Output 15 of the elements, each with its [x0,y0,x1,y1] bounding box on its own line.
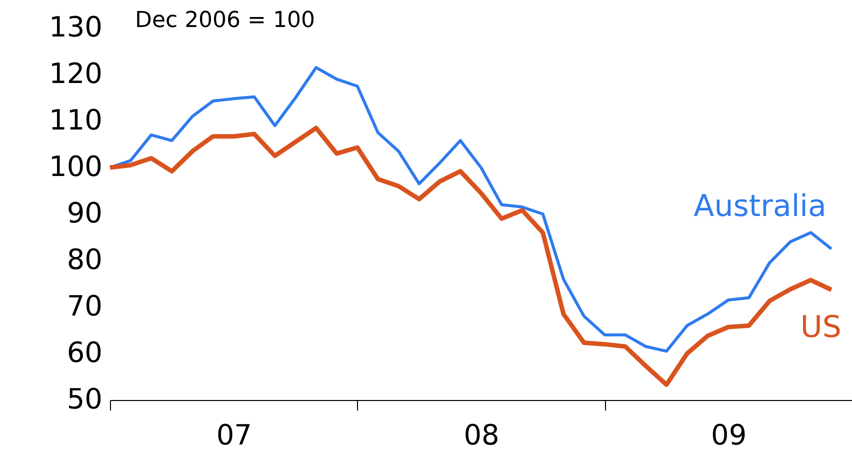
x-tick-label: 07 [216,418,252,452]
y-tick-label: 90 [66,196,102,230]
y-tick-label: 60 [66,336,102,369]
y-tick-label: 50 [66,382,102,416]
y-tick-label: 130 [49,10,102,44]
y-tick-label: 100 [49,150,102,183]
x-tick-label: 08 [464,418,500,452]
series-label: US [800,310,842,345]
annotation: Dec 2006 = 100 [135,8,315,33]
x-tick-label: 09 [711,418,747,452]
y-tick-label: 80 [66,243,102,276]
series-label: Australia [694,188,826,224]
y-tick-label: 120 [49,57,102,90]
y-tick-label: 70 [66,290,102,322]
y-tick-label: 110 [49,104,102,136]
